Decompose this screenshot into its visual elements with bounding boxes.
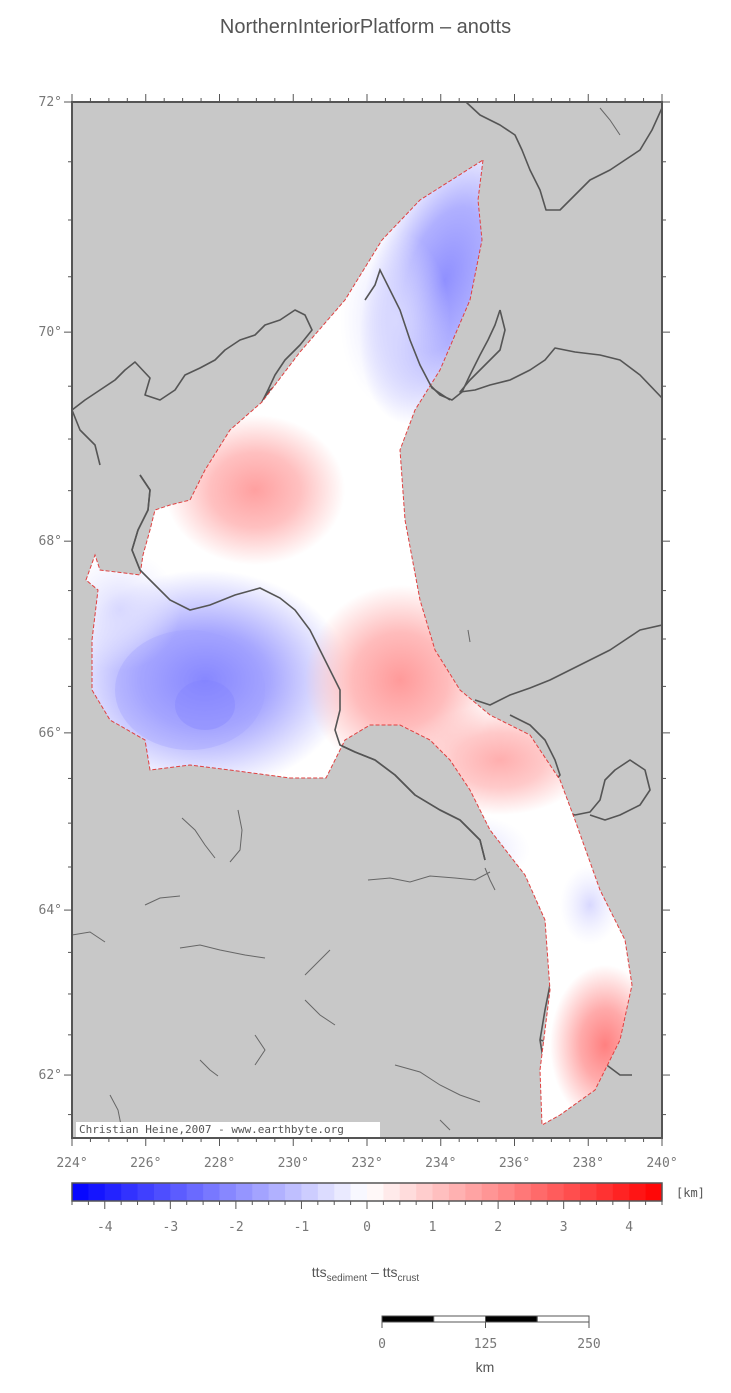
colorbar-tick-label: 3 [560,1220,568,1235]
map-axes: 224° 226° 228° 230° 232° 234° 236° 238° 240° 72° 7… [39,94,678,1171]
credit-box [76,1122,380,1137]
colorbar-swatch [448,1183,466,1201]
colorbar-tick-label: -2 [228,1220,244,1235]
colorbar-swatch [186,1183,204,1201]
colorbar: -4 -3 -2 -1 0 1 2 3 4 [71,1182,663,1235]
colorbar-swatch [498,1183,515,1201]
lon-tick-label: 228° [204,1156,235,1171]
coast-overlay [131,267,486,861]
lake-great-bear [474,624,662,821]
scalebar-segment [536,1315,590,1323]
lon-tick-label: 240° [646,1156,677,1171]
colorbar-swatch [334,1183,352,1201]
colorbar-swatch [235,1183,253,1201]
lat-tick-label: 68° [39,534,62,549]
colorbar-swatch [514,1183,532,1201]
colorbar-swatch [88,1183,106,1201]
colorbar-unit: [km] [676,1186,705,1200]
colorbar-swatch [612,1183,630,1201]
lon-tick-label: 236° [499,1156,530,1171]
lon-tick-label: 232° [351,1156,382,1171]
colorbar-tick-label: 0 [363,1220,371,1235]
colorbar-tick-label: -3 [163,1220,179,1235]
colorbar-swatch [137,1183,155,1201]
rivers-thin [72,107,621,1131]
colorbar-swatch [547,1183,565,1201]
lat-tick-label: 66° [39,726,62,741]
map-title: NorthernInteriorPlatform – anotts [219,16,512,38]
colorbar-swatch [203,1183,220,1201]
colorbar-swatch [596,1183,614,1201]
scale-bar: 0 125 250 [378,1315,601,1352]
scalebar-tick-label: 125 [474,1337,497,1352]
region-boundary [85,159,633,1126]
colorbar-swatch [317,1183,335,1201]
colorbar-swatch [629,1183,647,1201]
colorbar-swatch [399,1183,417,1201]
colorbar-swatch [268,1183,286,1201]
lat-tick-label: 64° [39,903,62,918]
colorbar-swatch [530,1183,548,1201]
lon-tick-label: 238° [573,1156,604,1171]
scalebar-tick-label: 250 [577,1337,600,1352]
colorbar-swatch [350,1183,368,1201]
colorbar-swatch [170,1183,188,1201]
colorbar-swatch [72,1183,89,1201]
lat-tick-label: 72° [39,95,62,110]
coastline-northwest [72,309,313,411]
scalebar-unit: km [476,1359,495,1375]
colorbar-swatch [563,1183,581,1201]
colorbar-swatch [121,1183,139,1201]
lat-tick-label: 62° [39,1068,62,1083]
colorbar-swatch [645,1183,663,1201]
colorbar-swatch [252,1183,270,1201]
colorbar-swatch [383,1183,401,1201]
colorbar-swatch [219,1183,237,1201]
colorbar-swatch [285,1183,302,1201]
colorbar-swatch [153,1183,171,1201]
colorbar-label: ttssediment – ttscrust [311,1264,420,1284]
colorbar-swatch [301,1183,319,1201]
scalebar-segment [381,1315,435,1323]
colorbar-tick-label: 2 [494,1220,502,1235]
coastline-tuktoyaktuk [459,309,662,399]
credit-text: Christian Heine,2007 - www.earthbyte.org [79,1123,344,1136]
colorbar-swatch [481,1183,499,1201]
lon-tick-label: 230° [278,1156,309,1171]
colorbar-swatch [432,1183,450,1201]
scalebar-segment [485,1315,538,1323]
colorbar-swatch [416,1183,434,1201]
colorbar-tick-label: 4 [625,1220,633,1235]
lon-tick-label: 226° [130,1156,161,1171]
colorbar-swatch [104,1183,122,1201]
lat-tick-label: 70° [39,325,62,340]
coastline-beaufort-east [465,102,662,211]
colorbar-swatch [580,1183,597,1201]
lon-tick-label: 224° [56,1156,87,1171]
colorbar-tick-label: 1 [429,1220,437,1235]
colorbar-tick-label: -4 [97,1220,113,1235]
colorbar-tick-label: -1 [294,1220,310,1235]
scalebar-segment [433,1315,486,1323]
colorbar-swatch [465,1183,483,1201]
colorbar-swatch [367,1183,384,1201]
scalebar-tick-label: 0 [378,1337,386,1352]
coastline-west-lower [72,409,101,466]
lon-tick-label: 234° [425,1156,456,1171]
